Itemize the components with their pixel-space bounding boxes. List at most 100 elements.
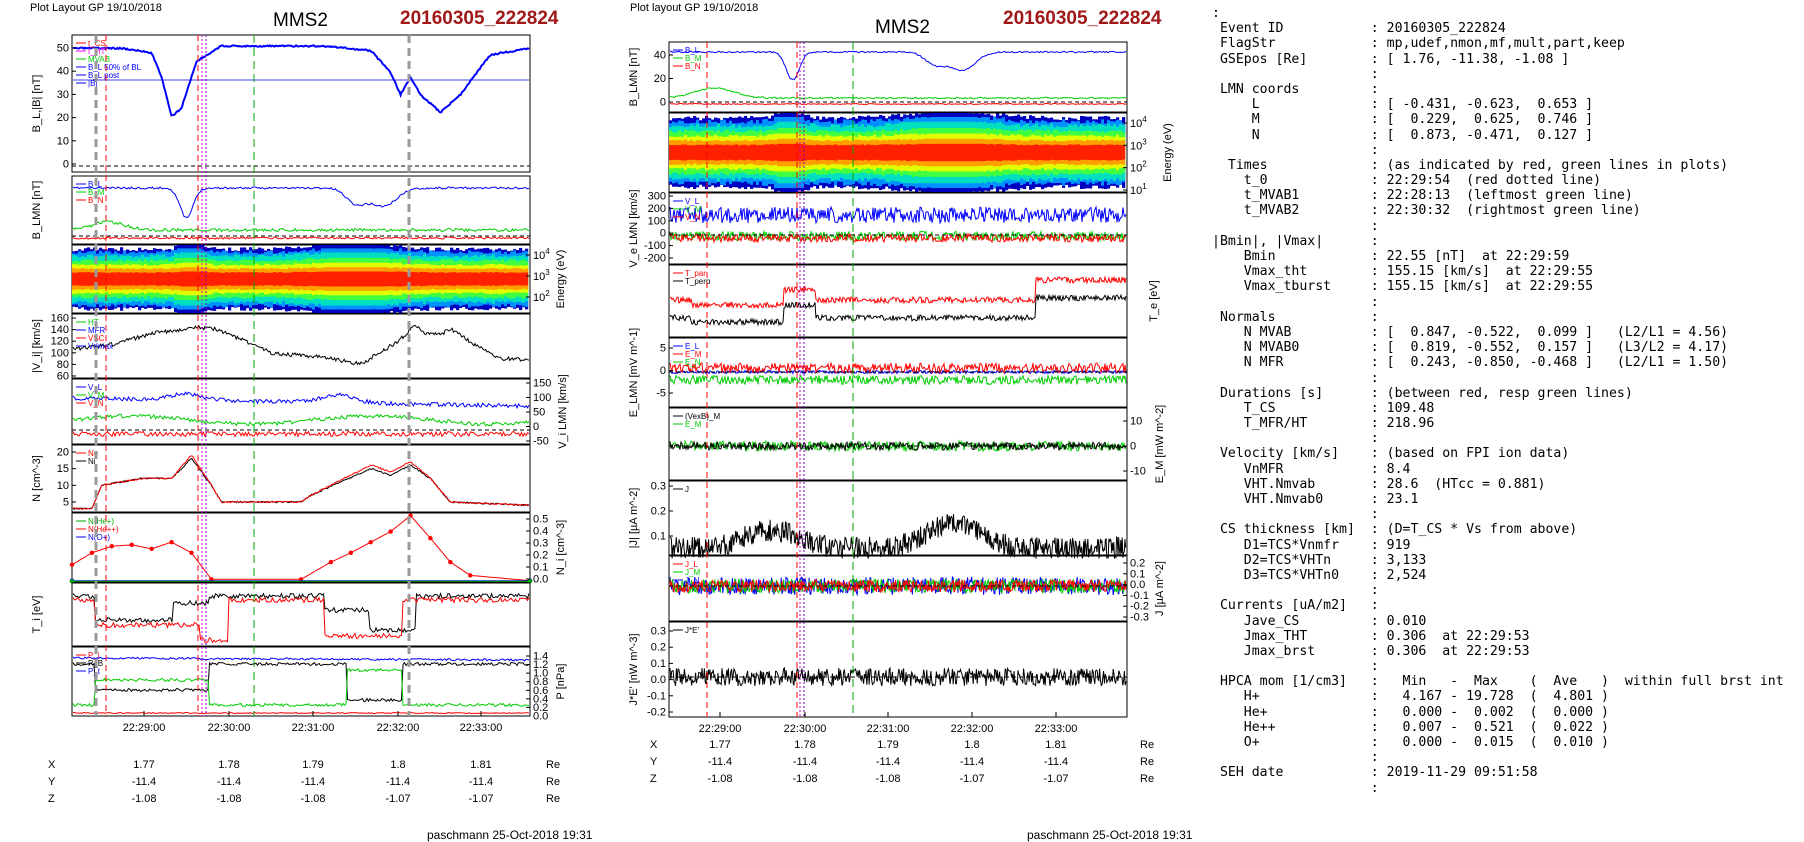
left-ytick-label: 0.3 xyxy=(533,538,548,550)
left-point xyxy=(448,559,453,565)
left-series-bm xyxy=(72,220,530,233)
info-line: D2=TCS*VHTn : 3,133 xyxy=(1212,552,1427,568)
left-point xyxy=(129,542,134,548)
left-ytick-label: 140 xyxy=(51,324,69,336)
left-spacecraft-title: MMS2 xyxy=(273,10,328,31)
left-pos-value: -1.07 xyxy=(468,793,493,805)
info-line: H+ : 4.167 - 19.728 ( 4.801 ) xyxy=(1212,689,1609,705)
left-series-pi xyxy=(72,661,530,703)
left-legend-entry: B_L 50% of BL xyxy=(88,63,142,72)
info-line: CS thickness [km] : (D=T_CS * Vs from ab… xyxy=(1212,522,1578,538)
left-point xyxy=(89,550,95,556)
left-panel-frame xyxy=(71,175,531,245)
left-ytick-label: 0.0 xyxy=(533,711,548,723)
left-pos-value: 1.81 xyxy=(470,759,491,771)
left-pos-value: -11.4 xyxy=(217,776,241,788)
info-line: O+ : 0.000 - 0.015 ( 0.010 ) xyxy=(1212,735,1609,750)
left-ytick-label: 15 xyxy=(57,463,69,475)
left-ytick-label: 0 xyxy=(63,159,69,171)
left-legend-entry: N(He++) xyxy=(88,525,119,534)
left-ytick-label: 60 xyxy=(57,371,69,383)
left-legend-entry: P_i xyxy=(88,651,100,660)
left-ytick-label: -50 xyxy=(533,436,549,448)
left-legend-entry: Vdmax xyxy=(88,342,113,351)
info-line: : xyxy=(1212,507,1379,523)
left-ytick-label: 0.5 xyxy=(533,514,548,526)
info-line: D1=TCS*Vnmfr : 919 xyxy=(1212,537,1411,553)
left-legend-entry: N(O+) xyxy=(88,533,110,542)
left-xtick-label: 22:33:00 xyxy=(460,722,503,734)
left-ytick-label: 160 xyxy=(51,313,69,325)
info-line: Jmax_brst : 0.306 at 22:29:53 xyxy=(1212,643,1530,659)
info-line: Event ID : 20160305_222824 xyxy=(1212,21,1506,37)
left-point xyxy=(69,579,75,584)
left-series-ni xyxy=(72,457,530,510)
left-xtick-label: 22:32:00 xyxy=(377,722,420,734)
left-ylabel: T_i [eV] xyxy=(31,596,43,634)
left-point xyxy=(69,562,75,567)
left-series-ti-red xyxy=(72,596,530,644)
left-ytick-label: 0.2 xyxy=(533,550,548,562)
left-ylabel: B_LMN [nT] xyxy=(31,181,43,240)
info-line: T_MFR/HT : 218.96 xyxy=(1212,416,1435,432)
info-line: N MFR : [ 0.243, -0.850, -0.468 ] (L2/L1… xyxy=(1212,355,1729,371)
left-ytick-label: 120 xyxy=(51,336,69,348)
left-ytick-label: 1.0 xyxy=(533,668,548,680)
left-event-id: 20160305_222824 xyxy=(400,8,559,29)
info-line: He++ : 0.007 - 0.521 ( 0.022 ) xyxy=(1212,719,1609,735)
left-pos-value: -11.4 xyxy=(132,776,156,788)
left-legend-entry: B_L post xyxy=(88,71,120,80)
info-line: T_CS : 109.48 xyxy=(1212,400,1435,416)
left-panel-frame xyxy=(71,444,531,513)
left-pos-value: -1.08 xyxy=(216,793,241,805)
left-ytick-label: 0.2 xyxy=(533,702,548,714)
left-ylabel: |V_i| [km/s] xyxy=(31,319,43,373)
info-line: Normals : xyxy=(1212,309,1379,325)
event-info-panel: : Event ID : 20160305_222824 FlagStr : m… xyxy=(1212,6,1802,796)
info-line: : xyxy=(1212,142,1379,158)
left-ylabel: N_i [cm^-3] xyxy=(555,520,567,575)
info-line: N : [ 0.873, -0.471, 0.127 ] xyxy=(1212,127,1594,143)
info-line: Vmax_tht : 155.15 [km/s] at 22:29:55 xyxy=(1212,264,1594,280)
left-xtick-label: 22:29:00 xyxy=(123,722,166,734)
left-legend-entry: MFR xyxy=(88,326,106,335)
info-line: Durations [s] : (between red, resp green… xyxy=(1212,385,1633,401)
left-legend-entry: Ni xyxy=(88,457,96,466)
left-series-pb xyxy=(72,656,530,662)
info-line: He+ : 0.000 - 0.002 ( 0.000 ) xyxy=(1212,704,1609,720)
left-ytick-label: 0.4 xyxy=(533,693,548,705)
info-line: VHT.Nmvab0 : 23.1 xyxy=(1212,492,1419,507)
info-line: t_MVAB1 : 22:28:13 (leftmost green line) xyxy=(1212,188,1633,204)
left-series-n-he- xyxy=(72,515,530,582)
mid-event-id: 20160305_222824 xyxy=(1003,8,1162,29)
left-series-ne xyxy=(72,455,530,510)
info-line: Vmax_tburst : 155.15 [km/s] at 22:29:55 xyxy=(1212,279,1594,295)
info-line: : xyxy=(1212,431,1379,447)
info-line: : xyxy=(1212,659,1379,675)
left-ytick-label: 50 xyxy=(57,43,69,55)
info-line: : xyxy=(1212,294,1379,310)
info-line: t_0 : 22:29:54 (red dotted line) xyxy=(1212,173,1602,189)
left-ytick-label: 0.8 xyxy=(533,676,548,688)
left-ytick-label: 1.2 xyxy=(533,659,548,671)
left-legend-entry: HT xyxy=(88,318,99,327)
left-ylabel: P [nPa] xyxy=(555,664,567,700)
info-line: Currents [uA/m2] : xyxy=(1212,598,1379,614)
left-series-bn xyxy=(72,236,530,240)
left-pos-unit: Re xyxy=(546,759,560,771)
left-footer: paschmann 25-Oct-2018 19:31 xyxy=(427,828,593,842)
left-point xyxy=(149,546,154,552)
left-pos-value: -11.4 xyxy=(386,776,410,788)
info-line: VHT.Nmvab : 28.6 (HTcc = 0.881) xyxy=(1212,476,1546,492)
left-pos-value: 1.77 xyxy=(133,759,154,771)
info-line: Times : (as indicated by red, green line… xyxy=(1212,157,1729,173)
info-line: : xyxy=(1212,780,1379,796)
info-line: : xyxy=(1212,370,1379,386)
left-pos-value: -1.08 xyxy=(300,793,325,805)
left-ytick-label: 80 xyxy=(57,359,69,371)
left-pos-value: 1.8 xyxy=(390,759,405,771)
left-point xyxy=(527,579,533,584)
info-line: LMN coords : xyxy=(1212,81,1379,97)
info-line: L : [ -0.431, -0.623, 0.653 ] xyxy=(1212,97,1594,113)
left-ytick-label: 102 xyxy=(533,289,550,304)
